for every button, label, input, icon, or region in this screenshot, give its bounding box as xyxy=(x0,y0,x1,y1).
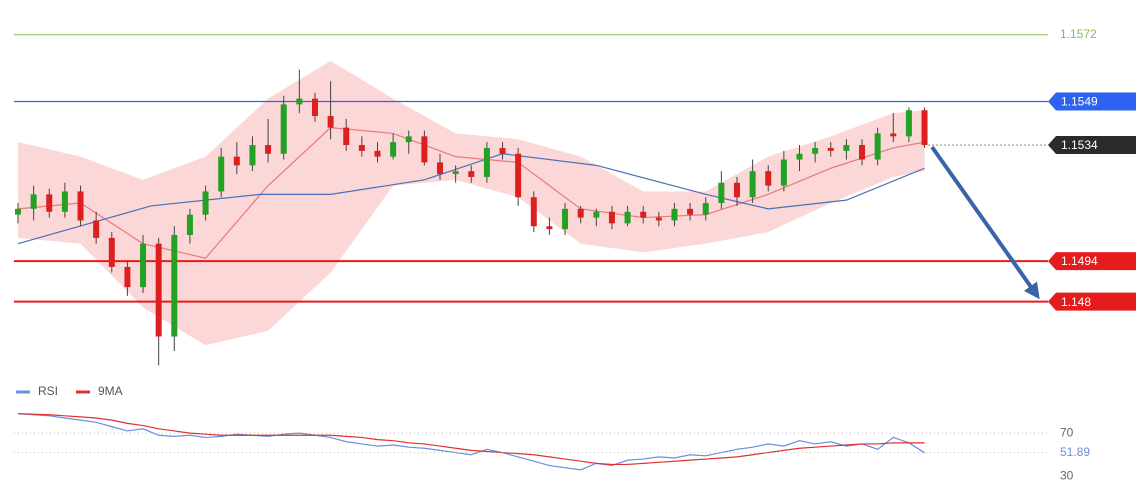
candle-body xyxy=(921,110,928,146)
level-tag xyxy=(1048,292,1136,311)
candle-body xyxy=(780,159,787,186)
candle-body xyxy=(608,211,615,224)
candle-body xyxy=(859,145,866,160)
legend-label: 9MA xyxy=(98,384,123,398)
candle-body xyxy=(843,145,850,151)
indicator-line xyxy=(17,413,925,471)
candle-body xyxy=(593,211,600,218)
candle-body xyxy=(390,142,397,157)
candle-body xyxy=(749,171,756,198)
candle-body xyxy=(249,145,256,166)
candle-body xyxy=(483,147,490,177)
candle-body xyxy=(296,98,303,105)
candle-body xyxy=(546,226,553,230)
candle-body xyxy=(671,208,678,221)
candle-body xyxy=(218,156,225,192)
candle-body xyxy=(233,156,240,166)
candle-body xyxy=(499,147,506,154)
level-label: 1.1549 xyxy=(1061,95,1098,109)
candle-body xyxy=(718,182,725,204)
candle-body xyxy=(93,220,100,238)
candle-body xyxy=(280,104,287,154)
candle-body xyxy=(624,211,631,224)
candle-body xyxy=(812,147,819,154)
level-tag xyxy=(1048,92,1136,111)
legend-label: RSI xyxy=(38,384,58,398)
candle-body xyxy=(515,153,522,198)
candle-body xyxy=(421,136,428,163)
candle-body xyxy=(405,136,412,143)
bollinger-band xyxy=(18,60,925,346)
candle-body xyxy=(374,150,381,157)
y-tick-label: 30 xyxy=(1060,469,1074,483)
candle-body xyxy=(468,171,475,177)
level-label: 1.148 xyxy=(1061,295,1091,309)
candle-body xyxy=(827,147,834,151)
candle-body xyxy=(562,208,569,230)
forecast-arrow xyxy=(930,145,1040,300)
candle-body xyxy=(77,191,84,221)
candle-body xyxy=(687,208,694,215)
candle-body xyxy=(655,217,662,221)
candle-body xyxy=(46,194,53,212)
candle-body xyxy=(905,110,912,137)
candle-body xyxy=(108,237,115,267)
candle-body xyxy=(796,153,803,160)
candle-body xyxy=(452,171,459,175)
candle-body xyxy=(202,191,209,215)
candle-body xyxy=(437,162,444,175)
candle-body xyxy=(765,171,772,186)
candle-body xyxy=(61,191,68,212)
candle-body xyxy=(311,98,318,117)
last-value-label: 51.89 xyxy=(1060,445,1090,459)
rsi-panel: 70 30 RSI 9MA 51.89 xyxy=(14,384,1090,483)
candle-body xyxy=(530,197,537,227)
candle-body xyxy=(186,214,193,235)
candle-body xyxy=(702,203,709,215)
candle-body xyxy=(327,116,334,128)
indicator-line xyxy=(17,413,925,466)
level-tag xyxy=(1048,252,1136,271)
candle-body xyxy=(733,182,740,198)
candle-body xyxy=(890,133,897,137)
candle-body xyxy=(640,211,647,218)
level-label: 1.1572 xyxy=(1060,27,1097,41)
candle-body xyxy=(874,133,881,160)
level-label: 1.1534 xyxy=(1061,138,1098,152)
y-tick-label: 70 xyxy=(1060,425,1074,439)
candle-body xyxy=(358,145,365,151)
candle-body xyxy=(15,208,21,215)
candle-body xyxy=(124,266,131,288)
candle-body xyxy=(343,127,350,146)
candle-body xyxy=(577,208,584,218)
level-tag xyxy=(1048,136,1136,155)
candle-body xyxy=(265,145,272,154)
candle-body xyxy=(171,234,178,337)
candle-body xyxy=(140,243,147,288)
candle-body xyxy=(155,243,162,337)
candle-body xyxy=(30,194,37,209)
price-panel: 1.1572 1.1549 1.1534 1.1494 1.148 xyxy=(14,27,1136,366)
level-label: 1.1494 xyxy=(1061,254,1098,268)
